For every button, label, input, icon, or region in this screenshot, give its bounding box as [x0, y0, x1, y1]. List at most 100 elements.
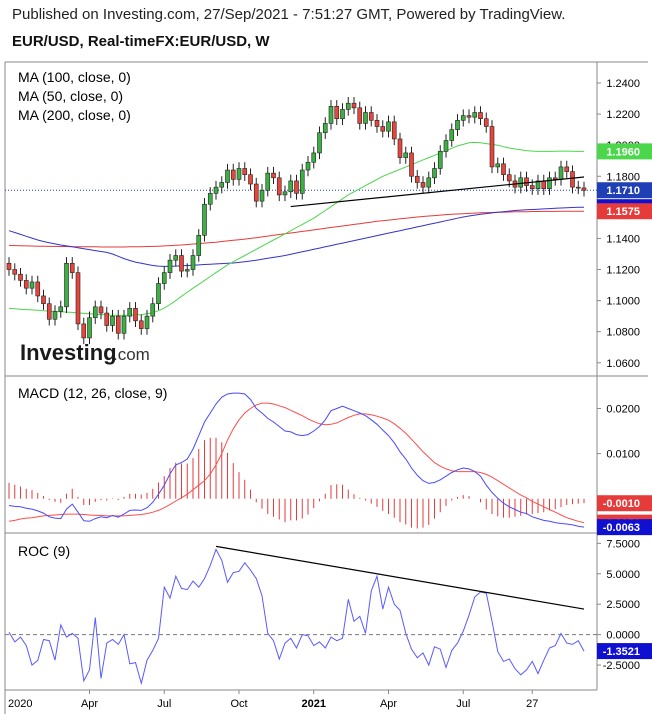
candle-body [161, 272, 167, 284]
candle-body [230, 169, 236, 180]
price-y-tick-label: 1.1200 [606, 265, 640, 277]
candle-body [524, 177, 529, 186]
candle-body [328, 106, 334, 124]
candle-body [276, 177, 282, 196]
price-value-label: 1.1575 [606, 206, 640, 218]
candle-body [87, 317, 92, 339]
macd-value-box [597, 495, 652, 512]
macd-value-box [597, 519, 652, 536]
candle-body [156, 283, 161, 305]
candle-body [259, 189, 265, 202]
candle-body [409, 152, 414, 177]
legend-roc: ROC (9) [18, 543, 70, 559]
candle-body [282, 191, 288, 196]
candle-body [75, 272, 81, 325]
candle-body [138, 320, 144, 329]
candle-body [437, 151, 443, 169]
candle-body [196, 235, 202, 256]
candle-body [219, 182, 225, 188]
price-y-tick-label: 1.2400 [606, 78, 640, 90]
roc-y-tick-label: -2.5000 [603, 660, 640, 672]
roc-line [8, 548, 585, 686]
candle-body [311, 152, 317, 163]
macd-y-tick-label: 0.0200 [606, 403, 640, 415]
candle-body [6, 263, 12, 270]
candle-body [460, 115, 466, 121]
candle-body [115, 315, 121, 334]
candle-body [18, 273, 23, 281]
candle-body [213, 186, 219, 194]
macd-signal-line [8, 402, 585, 524]
candle-body [127, 308, 133, 317]
price-y-tick-label: 1.0800 [606, 327, 640, 339]
x-tick-label: Apr [81, 698, 98, 710]
legend-ma200: MA (200, close, 0) [18, 107, 131, 123]
candle-body [547, 177, 552, 189]
price-value-box [597, 143, 652, 160]
candle-body [489, 126, 495, 168]
price-y-tick-label: 1.0600 [606, 358, 640, 370]
x-tick-label: Oct [230, 698, 247, 710]
candle-body [248, 174, 253, 185]
candle-body [150, 303, 156, 317]
candle-body [426, 177, 432, 188]
candle-body [374, 119, 380, 127]
candle-body [41, 295, 46, 305]
candle-body [173, 255, 179, 261]
candle-body [380, 126, 386, 132]
price-value-box [597, 203, 652, 220]
candle-body [179, 255, 184, 272]
candle-body [98, 306, 104, 314]
candle-body [265, 172, 271, 191]
candle-body [92, 306, 98, 319]
price-value-box [597, 182, 652, 199]
roc-value-label: -1.3521 [603, 646, 640, 658]
candle-body [167, 259, 173, 273]
legend-ma100: MA (100, close, 0) [18, 69, 131, 85]
candle-body [455, 119, 460, 130]
candle-body [472, 112, 478, 118]
price-y-tick-label: 1.1000 [606, 296, 640, 308]
roc-y-tick-label: 2.5000 [606, 599, 640, 611]
candle-body [104, 312, 110, 326]
candle-body [483, 118, 489, 127]
price-y-tick-label: 1.1800 [606, 171, 640, 183]
candle-body [12, 269, 18, 275]
candle-body [581, 187, 587, 191]
candle-body [432, 168, 437, 179]
candle-body [403, 152, 409, 158]
candle-body [558, 166, 564, 180]
published-caption: Published on Investing.com, 27/Sep/2021 … [12, 6, 566, 23]
legend-ma50: MA (50, close, 0) [18, 88, 123, 104]
x-tick-label: 2021 [302, 698, 326, 710]
candle-body [184, 269, 190, 272]
candle-body [495, 163, 501, 168]
candle-body [144, 315, 150, 329]
candle-body [305, 161, 311, 171]
macd-value-label: -0.0010 [603, 498, 640, 510]
candle-body [288, 180, 294, 193]
candle-body [81, 323, 87, 339]
candle-body [242, 168, 248, 175]
candle-body [552, 177, 558, 180]
candle-body [253, 183, 259, 202]
candle-body [443, 140, 449, 152]
candle-body [357, 107, 363, 124]
candle-body [58, 306, 64, 312]
candle-body [564, 166, 570, 172]
candle-body [294, 180, 299, 194]
candle-body [29, 281, 35, 289]
candle-body [35, 281, 41, 297]
candle-body [541, 180, 547, 189]
ma200-line [8, 210, 584, 248]
price-value-label: 1.1960 [606, 146, 640, 158]
roc-y-tick-label: 5.0000 [606, 569, 640, 581]
x-tick-label: 27 [526, 698, 538, 710]
candle-body [501, 163, 506, 175]
macd-value-label: -0.0063 [603, 522, 640, 534]
roc-y-tick-label: 7.5000 [606, 538, 640, 550]
candle-body [207, 193, 213, 205]
symbol-title: EUR/USD, Real-timeFX:EUR/USD, W [12, 33, 270, 50]
candle-body [190, 255, 196, 270]
